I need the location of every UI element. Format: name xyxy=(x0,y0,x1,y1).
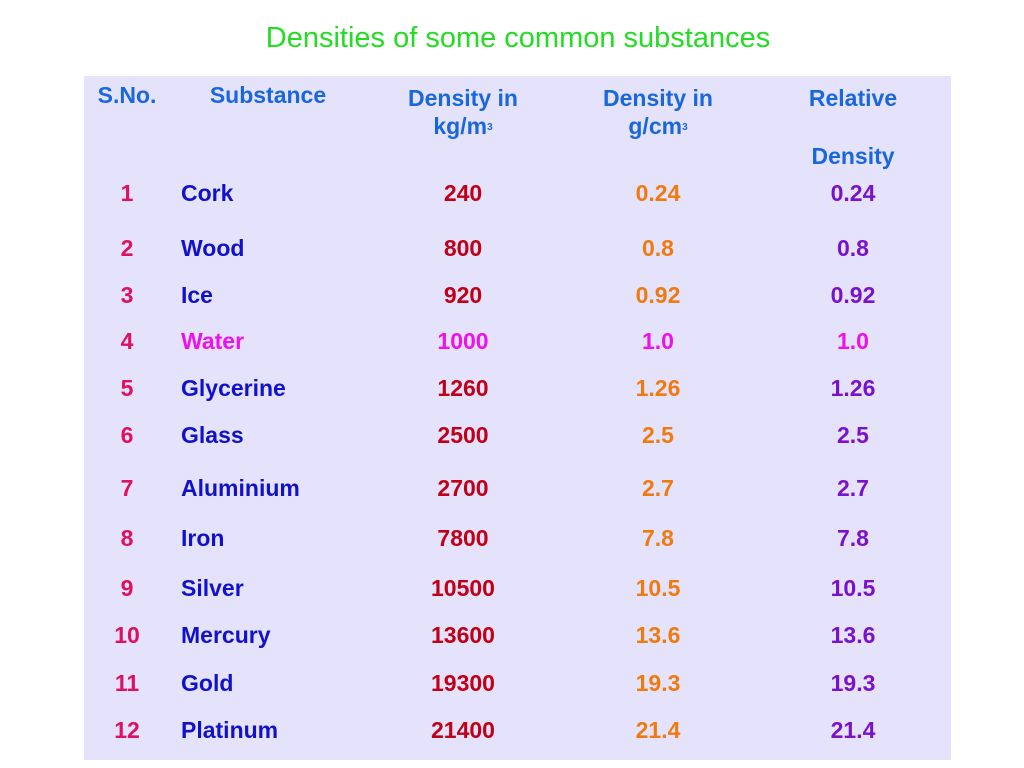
density-kg-cell: 1000 xyxy=(437,328,489,354)
header-relative: Relative xyxy=(808,85,898,111)
table-row: 5 Glycerine 1260 1.26 1.26 xyxy=(0,373,1024,403)
density-g-cell: 13.6 xyxy=(635,622,681,648)
table-row: 6 Glass 2500 2.5 2.5 xyxy=(0,420,1024,450)
serial-number-cell: 11 xyxy=(114,670,140,696)
table-panel xyxy=(84,76,951,760)
density-kg-cell: 19300 xyxy=(431,670,495,696)
density-g-cell: 7.8 xyxy=(642,525,674,551)
density-g-cell: 19.3 xyxy=(635,670,681,696)
density-kg-cell: 13600 xyxy=(431,622,495,648)
substance-cell: Wood xyxy=(181,235,245,261)
substance-cell: Silver xyxy=(181,575,244,601)
density-g-cell: 10.5 xyxy=(635,575,681,601)
substance-cell: Cork xyxy=(181,180,234,206)
substance-cell: Platinum xyxy=(181,717,279,743)
header-density-g-main: Density in xyxy=(603,85,713,111)
density-g-cell: 2.7 xyxy=(642,475,674,501)
density-g-cell: 1.26 xyxy=(635,375,681,401)
relative-density-cell: 13.6 xyxy=(830,622,876,648)
serial-number-cell: 1 xyxy=(120,180,134,206)
density-kg-cell: 2500 xyxy=(437,422,489,448)
relative-density-cell: 0.24 xyxy=(830,180,876,206)
density-kg-cell: 800 xyxy=(443,235,483,261)
density-g-cell: 1.0 xyxy=(642,328,674,354)
header-density-kg-unit: kg/m xyxy=(433,113,488,139)
density-g-cell: 0.24 xyxy=(635,180,681,206)
header-relative-density: Density xyxy=(811,143,895,169)
header-density-kg-unit-line: kg/m3 xyxy=(383,112,543,140)
serial-number-cell: 8 xyxy=(120,525,134,551)
relative-density-cell: 2.7 xyxy=(837,475,869,501)
relative-density-cell: 0.8 xyxy=(837,235,869,261)
header-density-kg-main: Density in xyxy=(408,85,518,111)
density-kg-cell: 920 xyxy=(443,282,483,308)
header-density-g-unit: g/cm xyxy=(628,113,683,139)
substance-cell: Water xyxy=(181,328,245,354)
serial-number-cell: 9 xyxy=(120,575,134,601)
density-g-cell: 0.92 xyxy=(635,282,681,308)
substance-cell: Glass xyxy=(181,422,244,448)
header-density-kg-exponent: 3 xyxy=(487,122,493,133)
header-density-g-exponent: 3 xyxy=(682,122,688,133)
relative-density-cell: 0.92 xyxy=(830,282,876,308)
header-density-kg: Density in kg/m3 xyxy=(383,84,543,140)
density-kg-cell: 2700 xyxy=(437,475,489,501)
density-g-cell: 21.4 xyxy=(635,717,681,743)
relative-density-cell: 1.26 xyxy=(830,375,876,401)
table-row: 3 Ice 920 0.92 0.92 xyxy=(0,280,1024,310)
serial-number-cell: 5 xyxy=(120,375,134,401)
table-row: 10 Mercury 13600 13.6 13.6 xyxy=(0,620,1024,650)
relative-density-cell: 7.8 xyxy=(837,525,869,551)
table-row: 2 Wood 800 0.8 0.8 xyxy=(0,233,1024,263)
relative-density-cell: 21.4 xyxy=(830,717,876,743)
density-kg-cell: 1260 xyxy=(437,375,489,401)
table-row: 8 Iron 7800 7.8 7.8 xyxy=(0,523,1024,553)
serial-number-cell: 10 xyxy=(114,622,140,648)
table-row: 11 Gold 19300 19.3 19.3 xyxy=(0,668,1024,698)
table-row: 4 Water 1000 1.0 1.0 xyxy=(0,326,1024,356)
table-row: 1 Cork 240 0.24 0.24 xyxy=(0,178,1024,208)
header-density-g-unit-line: g/cm3 xyxy=(578,112,738,140)
substance-cell: Gold xyxy=(181,670,234,696)
serial-number-cell: 6 xyxy=(120,422,134,448)
relative-density-cell: 2.5 xyxy=(837,422,869,448)
serial-number-cell: 2 xyxy=(120,235,134,261)
serial-number-cell: 3 xyxy=(120,282,134,308)
substance-cell: Ice xyxy=(181,282,213,308)
table-row: 9 Silver 10500 10.5 10.5 xyxy=(0,573,1024,603)
header-substance: Substance xyxy=(209,82,327,108)
substance-cell: Mercury xyxy=(181,622,271,648)
serial-number-cell: 4 xyxy=(120,328,134,354)
substance-cell: Iron xyxy=(181,525,225,551)
substance-cell: Glycerine xyxy=(181,375,286,401)
table-row: 7 Aluminium 2700 2.7 2.7 xyxy=(0,473,1024,503)
density-g-cell: 2.5 xyxy=(642,422,674,448)
density-kg-cell: 7800 xyxy=(437,525,489,551)
serial-number-cell: 7 xyxy=(120,475,134,501)
relative-density-cell: 10.5 xyxy=(830,575,876,601)
slide-title: Densities of some common substances xyxy=(265,22,771,54)
serial-number-cell: 12 xyxy=(114,717,140,743)
substance-cell: Aluminium xyxy=(181,475,300,501)
density-kg-cell: 240 xyxy=(443,180,483,206)
relative-density-cell: 1.0 xyxy=(837,328,869,354)
header-density-g: Density in g/cm3 xyxy=(578,84,738,140)
header-sno: S.No. xyxy=(97,82,157,108)
relative-density-cell: 19.3 xyxy=(830,670,876,696)
density-kg-cell: 21400 xyxy=(431,717,495,743)
density-kg-cell: 10500 xyxy=(431,575,495,601)
density-g-cell: 0.8 xyxy=(642,235,674,261)
table-row: 12 Platinum 21400 21.4 21.4 xyxy=(0,715,1024,745)
